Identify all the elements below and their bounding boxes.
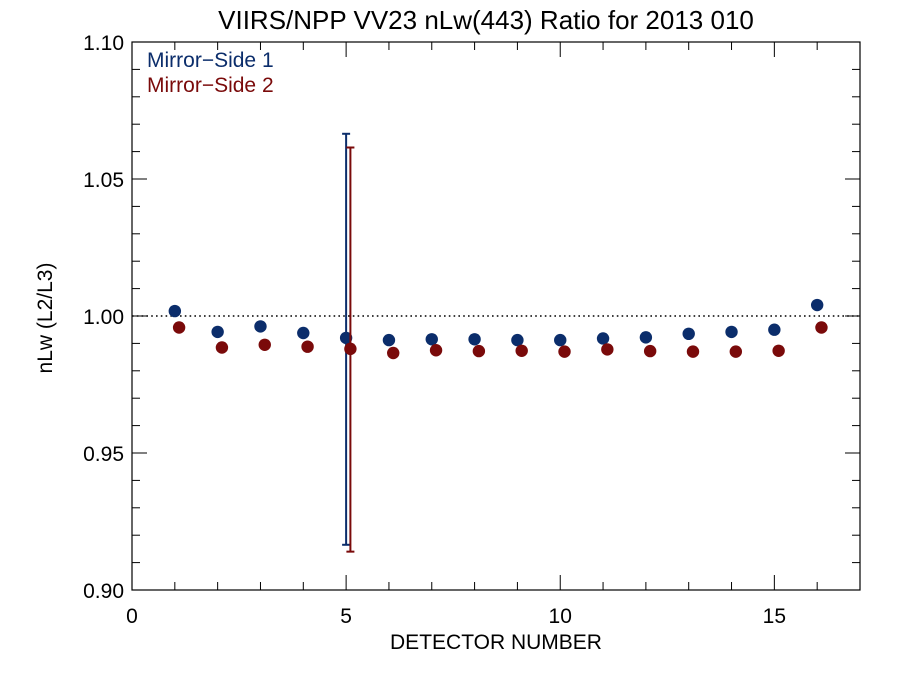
data-point-series-1 [810,298,824,312]
data-point-series-2 [558,345,571,358]
data-point-series-1 [639,331,653,344]
data-point-series-2 [686,345,700,358]
data-point-series-2 [172,321,186,334]
y-tick-label: 0.90 [83,580,124,603]
data-point-series-1 [168,304,182,318]
data-point-series-1 [768,323,781,336]
legend-entry-series-2: Mirror−Side 2 [147,74,274,97]
plot-area: 0 5 10 15 0.90 0.95 1.00 1.05 1.10 Mirror−Side 1M… [83,32,861,628]
data-point-series-2 [258,338,271,351]
data-point-series-1 [254,320,267,333]
data-point-series-1 [468,333,481,346]
x-axis-title: DETECTOR NUMBER [390,631,602,654]
data-point-series-2 [515,344,528,357]
y-axis-title: nLw (L2/L3) [34,263,57,374]
data-point-series-2 [815,321,828,334]
y-tick-label: 1.00 [83,306,124,329]
data-point-series-2 [301,340,314,353]
data-point-series-2 [215,341,229,354]
y-tick-label: 0.95 [83,443,124,466]
data-point-series-1 [725,325,738,339]
data-point-series-1 [682,327,695,341]
data-point-series-2 [387,346,400,360]
data-point-series-2 [772,344,785,357]
data-point-series-1 [211,325,224,339]
x-tick-label: 0 [126,605,138,628]
data-point-series-1 [554,333,567,347]
data-point-series-1 [596,332,610,345]
data-point-series-2 [429,344,443,357]
y-tick-label: 1.10 [83,32,124,55]
x-tick-label: 10 [549,605,572,628]
data-point-series-2 [643,344,657,358]
plot-frame [131,41,861,591]
data-point-series-2 [729,345,743,358]
data-point-series-2 [472,344,486,358]
y-tick-label: 1.05 [83,169,124,192]
data-point-series-1 [425,333,438,346]
data-point-series-1 [339,331,353,345]
data-point-series-1 [382,333,396,347]
data-point-series-1 [297,326,310,340]
x-tick-label: 15 [763,605,786,628]
chart-title: VIIRS/NPP VV23 nLw(443) Ratio for 2013 0… [218,5,754,35]
data-point-series-2 [601,343,614,356]
legend-entry-series-1: Mirror−Side 1 [147,49,274,72]
data-point-series-1 [511,333,524,347]
x-tick-label: 5 [340,605,352,628]
data-point-series-2 [344,342,357,356]
